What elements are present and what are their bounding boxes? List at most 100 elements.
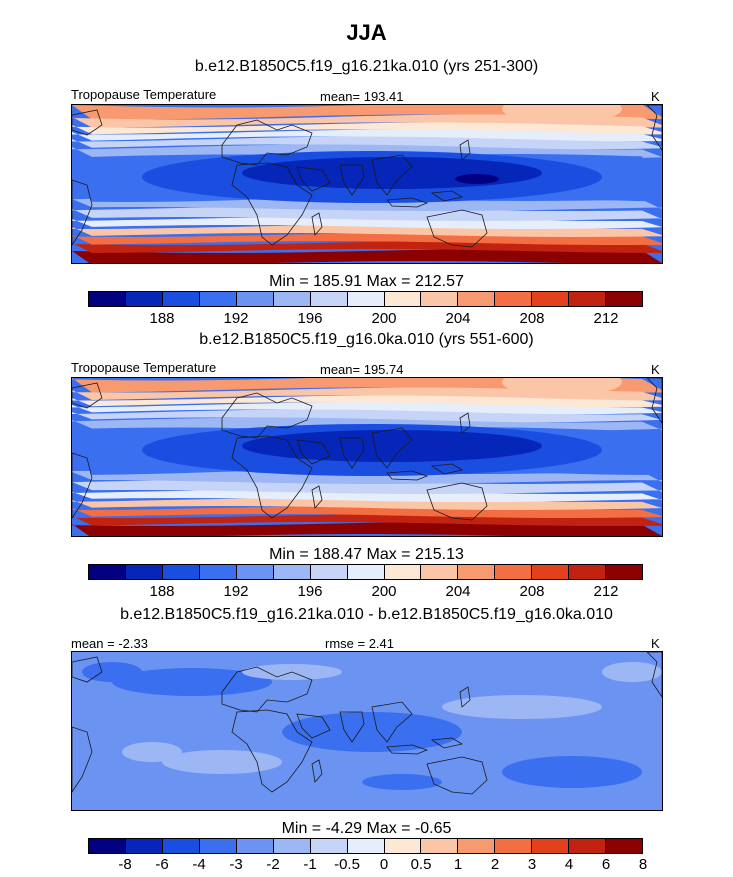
- coastline: [646, 652, 662, 698]
- colorbar-tick-label: 4: [564, 856, 574, 873]
- coastline: [221, 392, 313, 439]
- panel1-mean-label: mean= 193.41: [320, 89, 404, 104]
- colorbar-tick-label: 196: [297, 310, 323, 327]
- colorbar-swatch: [125, 292, 163, 306]
- panel2-minmax: Min = 188.47 Max = 215.13: [269, 546, 464, 563]
- colorbar-tick-label: -0.5: [334, 856, 360, 873]
- colorbar-tick-label: 208: [519, 310, 545, 327]
- field-anomaly-patch: [442, 695, 602, 719]
- colorbar-swatch: [495, 292, 533, 306]
- coastline: [311, 759, 323, 783]
- colorbar-swatch: [606, 839, 643, 853]
- panel3-minmax: Min = -4.29 Max = -0.65: [281, 820, 452, 837]
- field-anomaly-patch: [602, 662, 662, 682]
- colorbar-tick-label: -1: [303, 856, 317, 873]
- field-contour-band: [72, 409, 662, 423]
- coastline: [72, 179, 93, 246]
- panel2-mean-label: mean= 195.74: [320, 362, 404, 377]
- colorbar-swatch: [310, 565, 348, 579]
- colorbar-swatch: [495, 839, 533, 853]
- colorbar-swatch: [89, 565, 126, 579]
- panel1-minmax: Min = 185.91 Max = 212.57: [269, 273, 464, 290]
- coastline: [646, 378, 662, 424]
- colorbar-swatch: [347, 292, 385, 306]
- field-contour-band: [72, 395, 662, 408]
- field-anomaly-patch: [82, 662, 142, 682]
- colorbar-tick-label: 208: [519, 583, 545, 600]
- coastline: [221, 666, 313, 713]
- field-contour-band: [72, 249, 662, 263]
- colorbar-swatch: [569, 839, 607, 853]
- colorbar-swatch: [458, 292, 496, 306]
- colorbar-swatch: [236, 565, 274, 579]
- panel3-map: [71, 651, 663, 811]
- field-contour-band: [72, 241, 662, 253]
- colorbar-swatch: [125, 565, 163, 579]
- coastline: [371, 427, 413, 469]
- colorbar-swatch: [162, 292, 200, 306]
- coastline: [459, 412, 471, 434]
- colorbar-swatch: [273, 565, 311, 579]
- panel1-title: b.e12.B1850C5.f19_g16.21ka.010 (yrs 251-…: [194, 58, 539, 75]
- panel3-title: b.e12.B1850C5.f19_g16.21ka.010 - b.e12.B…: [120, 606, 613, 623]
- coastline: [371, 154, 413, 196]
- field-anomaly-patch: [112, 668, 272, 696]
- colorbar-swatch: [532, 565, 570, 579]
- colorbar-swatch: [532, 839, 570, 853]
- field-contour-band: [72, 490, 662, 502]
- colorbar-tick-label: 196: [297, 583, 323, 600]
- coastline: [296, 166, 331, 192]
- field-warm-patch: [502, 105, 622, 123]
- coastline: [296, 713, 331, 739]
- coastline: [459, 139, 471, 161]
- colorbar-tick-label: 2: [490, 856, 500, 873]
- coastline: [386, 197, 429, 208]
- colorbar-swatch: [125, 839, 163, 853]
- field-contour-band: [72, 470, 662, 484]
- colorbar-swatch: [421, 565, 459, 579]
- coastline: [231, 435, 313, 519]
- colorbar-swatch: [89, 292, 126, 306]
- colorbar-swatch: [310, 292, 348, 306]
- coastline: [339, 711, 365, 743]
- panel2-map-svg: [72, 378, 662, 536]
- colorbar-tick-label: 192: [223, 583, 249, 600]
- panel1-colorbar: [88, 291, 643, 307]
- panel3-rmse-label: rmse = 2.41: [325, 636, 395, 651]
- coastline: [231, 162, 313, 246]
- coastline: [426, 209, 488, 248]
- panel2-left-label: Tropopause Temperature: [71, 360, 217, 375]
- field-contour-band: [72, 387, 662, 401]
- colorbar-swatch: [384, 292, 422, 306]
- coastline: [430, 190, 464, 202]
- coastline: [430, 463, 464, 475]
- colorbar-tick-label: 3: [527, 856, 537, 873]
- field-anomaly-patch: [362, 774, 442, 790]
- colorbar-tick-label: 6: [601, 856, 611, 873]
- colorbar-swatch: [236, 292, 274, 306]
- coastline: [386, 744, 429, 755]
- colorbar-tick-label: 1: [453, 856, 463, 873]
- panel3-mean-label: mean = -2.33: [71, 636, 148, 651]
- coastline: [72, 382, 103, 409]
- colorbar-swatch: [199, 292, 237, 306]
- colorbar-swatch: [569, 292, 607, 306]
- colorbar-swatch: [384, 565, 422, 579]
- colorbar-tick-label: 0: [379, 856, 389, 873]
- colorbar-tick-label: -6: [155, 856, 169, 873]
- field-cold-core-inner: [242, 430, 542, 462]
- colorbar-swatch: [273, 839, 311, 853]
- coastline: [72, 109, 103, 136]
- colorbar-tick-label: 188: [149, 310, 175, 327]
- field-contour-band: [72, 207, 662, 221]
- colorbar-tick-label: 200: [371, 583, 397, 600]
- field-minimum-patch: [455, 174, 499, 184]
- colorbar-tick-label: 8: [638, 856, 648, 873]
- colorbar-swatch: [310, 839, 348, 853]
- colorbar-swatch: [89, 839, 126, 853]
- colorbar-tick-label: -4: [192, 856, 206, 873]
- colorbar-tick-label: -2: [266, 856, 280, 873]
- panel1-left-label: Tropopause Temperature: [71, 87, 217, 102]
- colorbar-swatch: [199, 565, 237, 579]
- panel3-colorbar: [88, 838, 643, 854]
